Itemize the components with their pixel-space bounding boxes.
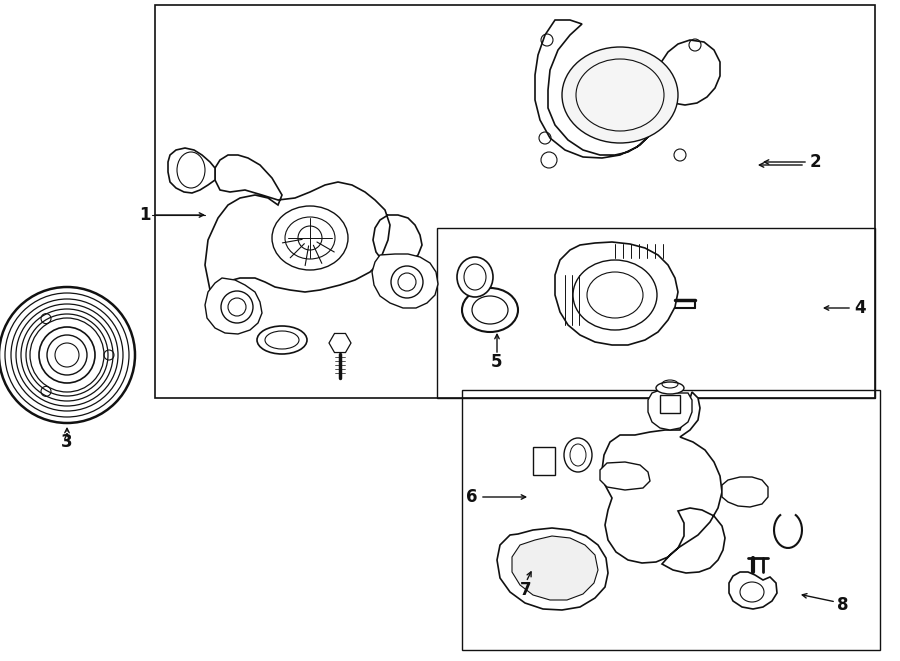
Ellipse shape	[564, 438, 592, 472]
Ellipse shape	[257, 326, 307, 354]
Bar	[462, 390, 880, 650]
Text: 5: 5	[491, 353, 503, 371]
Polygon shape	[535, 20, 720, 158]
Text: 4: 4	[854, 299, 866, 317]
Text: 3: 3	[61, 433, 73, 451]
Bar	[660, 395, 680, 413]
Polygon shape	[512, 536, 598, 600]
Ellipse shape	[462, 288, 518, 332]
Polygon shape	[168, 148, 215, 193]
Polygon shape	[497, 528, 608, 610]
Text: 7: 7	[520, 581, 532, 599]
Ellipse shape	[457, 257, 493, 297]
Polygon shape	[205, 278, 262, 334]
Text: 8: 8	[837, 596, 849, 614]
Polygon shape	[372, 254, 438, 308]
Ellipse shape	[562, 47, 678, 143]
Text: 6: 6	[466, 488, 478, 506]
Polygon shape	[729, 572, 777, 609]
Bar	[533, 447, 555, 475]
Polygon shape	[602, 392, 725, 573]
Text: 2: 2	[809, 153, 821, 171]
Polygon shape	[600, 462, 650, 490]
Bar	[437, 228, 875, 398]
Polygon shape	[648, 390, 692, 430]
Polygon shape	[205, 155, 422, 292]
Bar	[155, 5, 875, 398]
Polygon shape	[555, 242, 678, 345]
Text: 1: 1	[140, 206, 151, 224]
Ellipse shape	[656, 382, 684, 394]
Polygon shape	[722, 477, 768, 507]
